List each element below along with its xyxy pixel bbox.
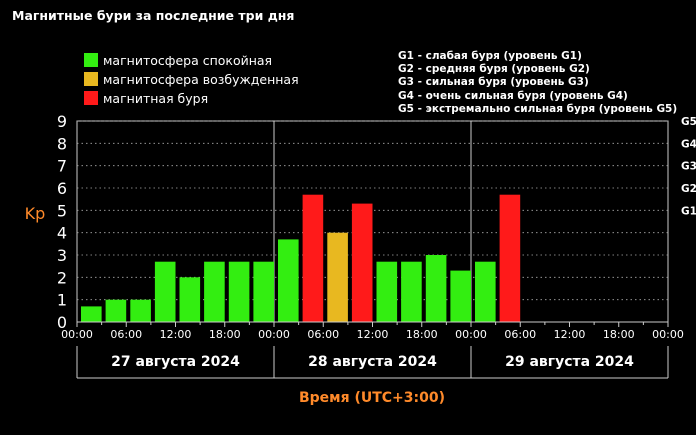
g-level-tick-label: G3 — [681, 161, 696, 173]
x-tick-label: 00:00 — [61, 328, 93, 341]
x-tick-label: 00:00 — [652, 328, 684, 341]
kp-bar — [179, 277, 201, 322]
legend-swatch-quiet — [84, 53, 98, 67]
y-tick-label: 0 — [57, 313, 67, 332]
y-tick-label: 8 — [57, 134, 67, 153]
legend-item-storm: магнитная буря — [84, 90, 208, 106]
kp-bar — [401, 261, 422, 322]
g-level-tick-label: G1 — [681, 205, 696, 217]
storm-level-g4: G4 - очень сильная буря (уровень G4) — [398, 89, 628, 102]
kp-bar — [302, 194, 324, 322]
y-tick-label: 7 — [57, 157, 67, 176]
x-tick-label: 06:00 — [307, 328, 339, 341]
x-axis-label: Время (UTC+3:00) — [299, 390, 445, 406]
g-level-tick-label: G5 — [681, 116, 696, 128]
y-tick-label: 3 — [57, 246, 67, 265]
x-tick-label: 06:00 — [110, 328, 142, 341]
x-tick-label: 18:00 — [406, 328, 438, 341]
legend-label-storm: магнитная буря — [103, 90, 209, 106]
x-tick-label: 18:00 — [209, 328, 241, 341]
x-tick-label: 06:00 — [504, 328, 536, 341]
day-label: 28 августа 2024 — [308, 354, 437, 370]
kp-bar — [376, 261, 398, 322]
kp-bar — [327, 232, 348, 322]
y-tick-label: 6 — [57, 179, 67, 198]
y-tick-label: 1 — [57, 291, 67, 310]
x-tick-label: 00:00 — [258, 328, 290, 341]
kp-bar — [475, 261, 496, 322]
storm-levels-legend: G1 - слабая буря (уровень G1) G2 - средн… — [398, 50, 677, 116]
kp-bar — [204, 261, 225, 322]
day-label: 27 августа 2024 — [111, 354, 240, 370]
legend-item-active: магнитосфера возбужденная — [84, 71, 299, 87]
kp-bar — [450, 270, 471, 322]
y-tick-label: 9 — [57, 112, 67, 131]
legend-label-quiet: магнитосфера спокойная — [103, 52, 273, 68]
y-axis-label: Kp — [25, 204, 46, 223]
kp-bar — [425, 255, 447, 322]
day-label: 29 августа 2024 — [505, 354, 634, 370]
storm-level-g3: G3 - сильная буря (уровень G3) — [398, 76, 589, 89]
legend-item-quiet: магнитосфера спокойная — [84, 52, 272, 68]
storm-level-g2: G2 - средняя буря (уровень G2) — [398, 63, 590, 76]
y-tick-label: 4 — [57, 224, 67, 243]
kp-bar — [253, 261, 274, 322]
storm-level-g5: G5 - экстремально сильная буря (уровень … — [398, 102, 678, 115]
legend-swatch-active — [84, 72, 98, 86]
kp-bar — [228, 261, 250, 322]
kp-bar — [351, 203, 373, 322]
x-tick-label: 12:00 — [357, 328, 389, 341]
y-tick-label: 2 — [57, 268, 67, 287]
x-tick-label: 12:00 — [160, 328, 192, 341]
y-tick-label: 5 — [57, 201, 67, 220]
legend-label-active: магнитосфера возбужденная — [103, 71, 299, 87]
chart-title: Магнитные бури за последние три дня — [12, 8, 295, 23]
x-tick-label: 12:00 — [554, 328, 586, 341]
kp-bar — [278, 239, 299, 322]
x-tick-label: 18:00 — [603, 328, 635, 341]
kp-bar — [130, 299, 151, 322]
legend-swatch-storm — [84, 91, 98, 105]
kp-bar — [499, 194, 521, 322]
kp-bar — [81, 306, 102, 322]
g-level-tick-label: G2 — [681, 183, 696, 195]
kp-bar — [154, 261, 176, 322]
x-tick-label: 00:00 — [455, 328, 487, 341]
g-level-tick-label: G4 — [681, 138, 696, 150]
storm-level-g1: G1 - слабая буря (уровень G1) — [398, 50, 582, 62]
kp-bar — [105, 299, 127, 322]
